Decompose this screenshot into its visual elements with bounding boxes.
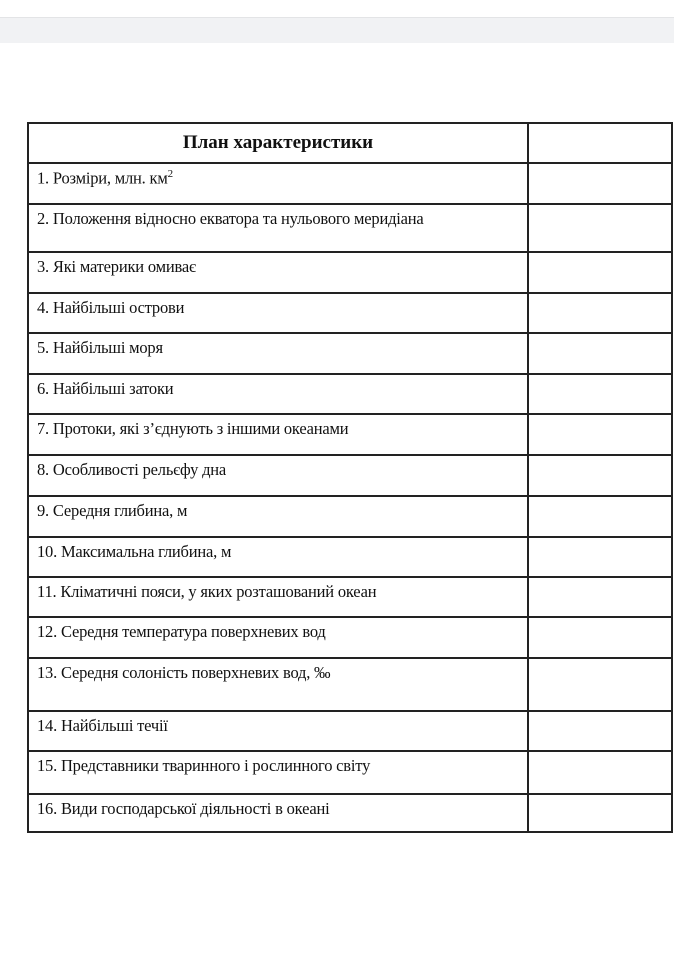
row-label: 11. Кліматичні пояси, у яких розташовани… [27, 576, 529, 618]
row-label: 3. Які материки омиває [27, 251, 529, 294]
row-value-cell[interactable] [527, 162, 673, 205]
table-row: 16. Види господарської діяльності в океа… [27, 793, 673, 833]
table-row: 7. Протоки, які з’єднують з іншими океан… [27, 413, 673, 456]
characteristics-table: План характеристики 1. Розміри, млн. км2… [27, 122, 673, 833]
table-row: 3. Які материки омиває [27, 251, 673, 294]
row-label-text: 2. Положення відносно екватора та нульов… [37, 209, 424, 228]
table-row: 11. Кліматичні пояси, у яких розташовани… [27, 576, 673, 618]
table-row: 4. Найбільші острови [27, 292, 673, 334]
row-label: 6. Найбільші затоки [27, 373, 529, 415]
row-value-cell[interactable] [527, 616, 673, 659]
row-label-text: 4. Найбільші острови [37, 298, 185, 317]
row-label-text: 10. Максимальна глибина, м [37, 542, 232, 561]
row-value-cell[interactable] [527, 203, 673, 253]
row-label: 2. Положення відносно екватора та нульов… [27, 203, 529, 253]
row-value-cell[interactable] [527, 454, 673, 497]
row-value-cell[interactable] [527, 750, 673, 795]
table-row: 2. Положення відносно екватора та нульов… [27, 203, 673, 253]
row-value-cell[interactable] [527, 292, 673, 334]
row-value-cell[interactable] [527, 536, 673, 578]
row-label: 7. Протоки, які з’єднують з іншими океан… [27, 413, 529, 456]
table-row: 12. Середня температура поверхневих вод [27, 616, 673, 659]
table-header-row: План характеристики [27, 122, 673, 164]
table-row: 9. Середня глибина, м [27, 495, 673, 538]
row-label: 5. Найбільші моря [27, 332, 529, 375]
row-value-cell[interactable] [527, 413, 673, 456]
row-label-text: 11. Кліматичні пояси, у яких розташовани… [37, 582, 377, 601]
row-label-text: 14. Найбільші течії [37, 716, 168, 735]
row-label-text: 9. Середня глибина, м [37, 501, 188, 520]
row-label-text: 12. Середня температура поверхневих вод [37, 622, 326, 641]
row-label: 10. Максимальна глибина, м [27, 536, 529, 578]
row-label: 16. Види господарської діяльності в океа… [27, 793, 529, 833]
table-row: 14. Найбільші течії [27, 710, 673, 752]
row-value-cell[interactable] [527, 657, 673, 712]
table-row: 13. Середня солоність поверхневих вод, ‰ [27, 657, 673, 712]
row-label-text: 13. Середня солоність поверхневих вод, ‰ [37, 663, 331, 682]
row-label-text: 3. Які материки омиває [37, 257, 196, 276]
row-label: 9. Середня глибина, м [27, 495, 529, 538]
row-label-text: 15. Представники тваринного і рослинного… [37, 756, 371, 775]
table-row: 6. Найбільші затоки [27, 373, 673, 415]
row-label: 4. Найбільші острови [27, 292, 529, 334]
row-value-cell[interactable] [527, 373, 673, 415]
row-label: 8. Особливості рельєфу дна [27, 454, 529, 497]
row-label-text: 8. Особливості рельєфу дна [37, 460, 227, 479]
superscript: 2 [167, 168, 174, 180]
row-label: 14. Найбільші течії [27, 710, 529, 752]
table-row: 8. Особливості рельєфу дна [27, 454, 673, 497]
table-body: 1. Розміри, млн. км2 2. Положення відносн… [27, 162, 673, 833]
row-label: 15. Представники тваринного і рослинного… [27, 750, 529, 795]
row-value-cell[interactable] [527, 495, 673, 538]
row-label: 1. Розміри, млн. км2 [27, 162, 529, 205]
row-label-text: 6. Найбільші затоки [37, 379, 174, 398]
row-value-cell[interactable] [527, 251, 673, 294]
table-row: 15. Представники тваринного і рослинного… [27, 750, 673, 795]
row-label-text: 5. Найбільші моря [37, 338, 163, 357]
row-value-cell[interactable] [527, 332, 673, 375]
table-header: План характеристики [27, 122, 529, 164]
row-value-cell[interactable] [527, 576, 673, 618]
row-label-text: 16. Види господарської діяльності в океа… [37, 799, 330, 818]
table-header-value [527, 122, 673, 164]
table-row: 1. Розміри, млн. км2 [27, 162, 673, 205]
row-label: 12. Середня температура поверхневих вод [27, 616, 529, 659]
row-value-cell[interactable] [527, 793, 673, 833]
table-row: 10. Максимальна глибина, м [27, 536, 673, 578]
row-value-cell[interactable] [527, 710, 673, 752]
browser-toolbar [0, 17, 674, 43]
row-label-text: 7. Протоки, які з’єднують з іншими океан… [37, 419, 349, 438]
row-label: 13. Середня солоність поверхневих вод, ‰ [27, 657, 529, 712]
row-label-text: 1. Розміри, млн. км [37, 168, 168, 188]
table-row: 5. Найбільші моря [27, 332, 673, 375]
